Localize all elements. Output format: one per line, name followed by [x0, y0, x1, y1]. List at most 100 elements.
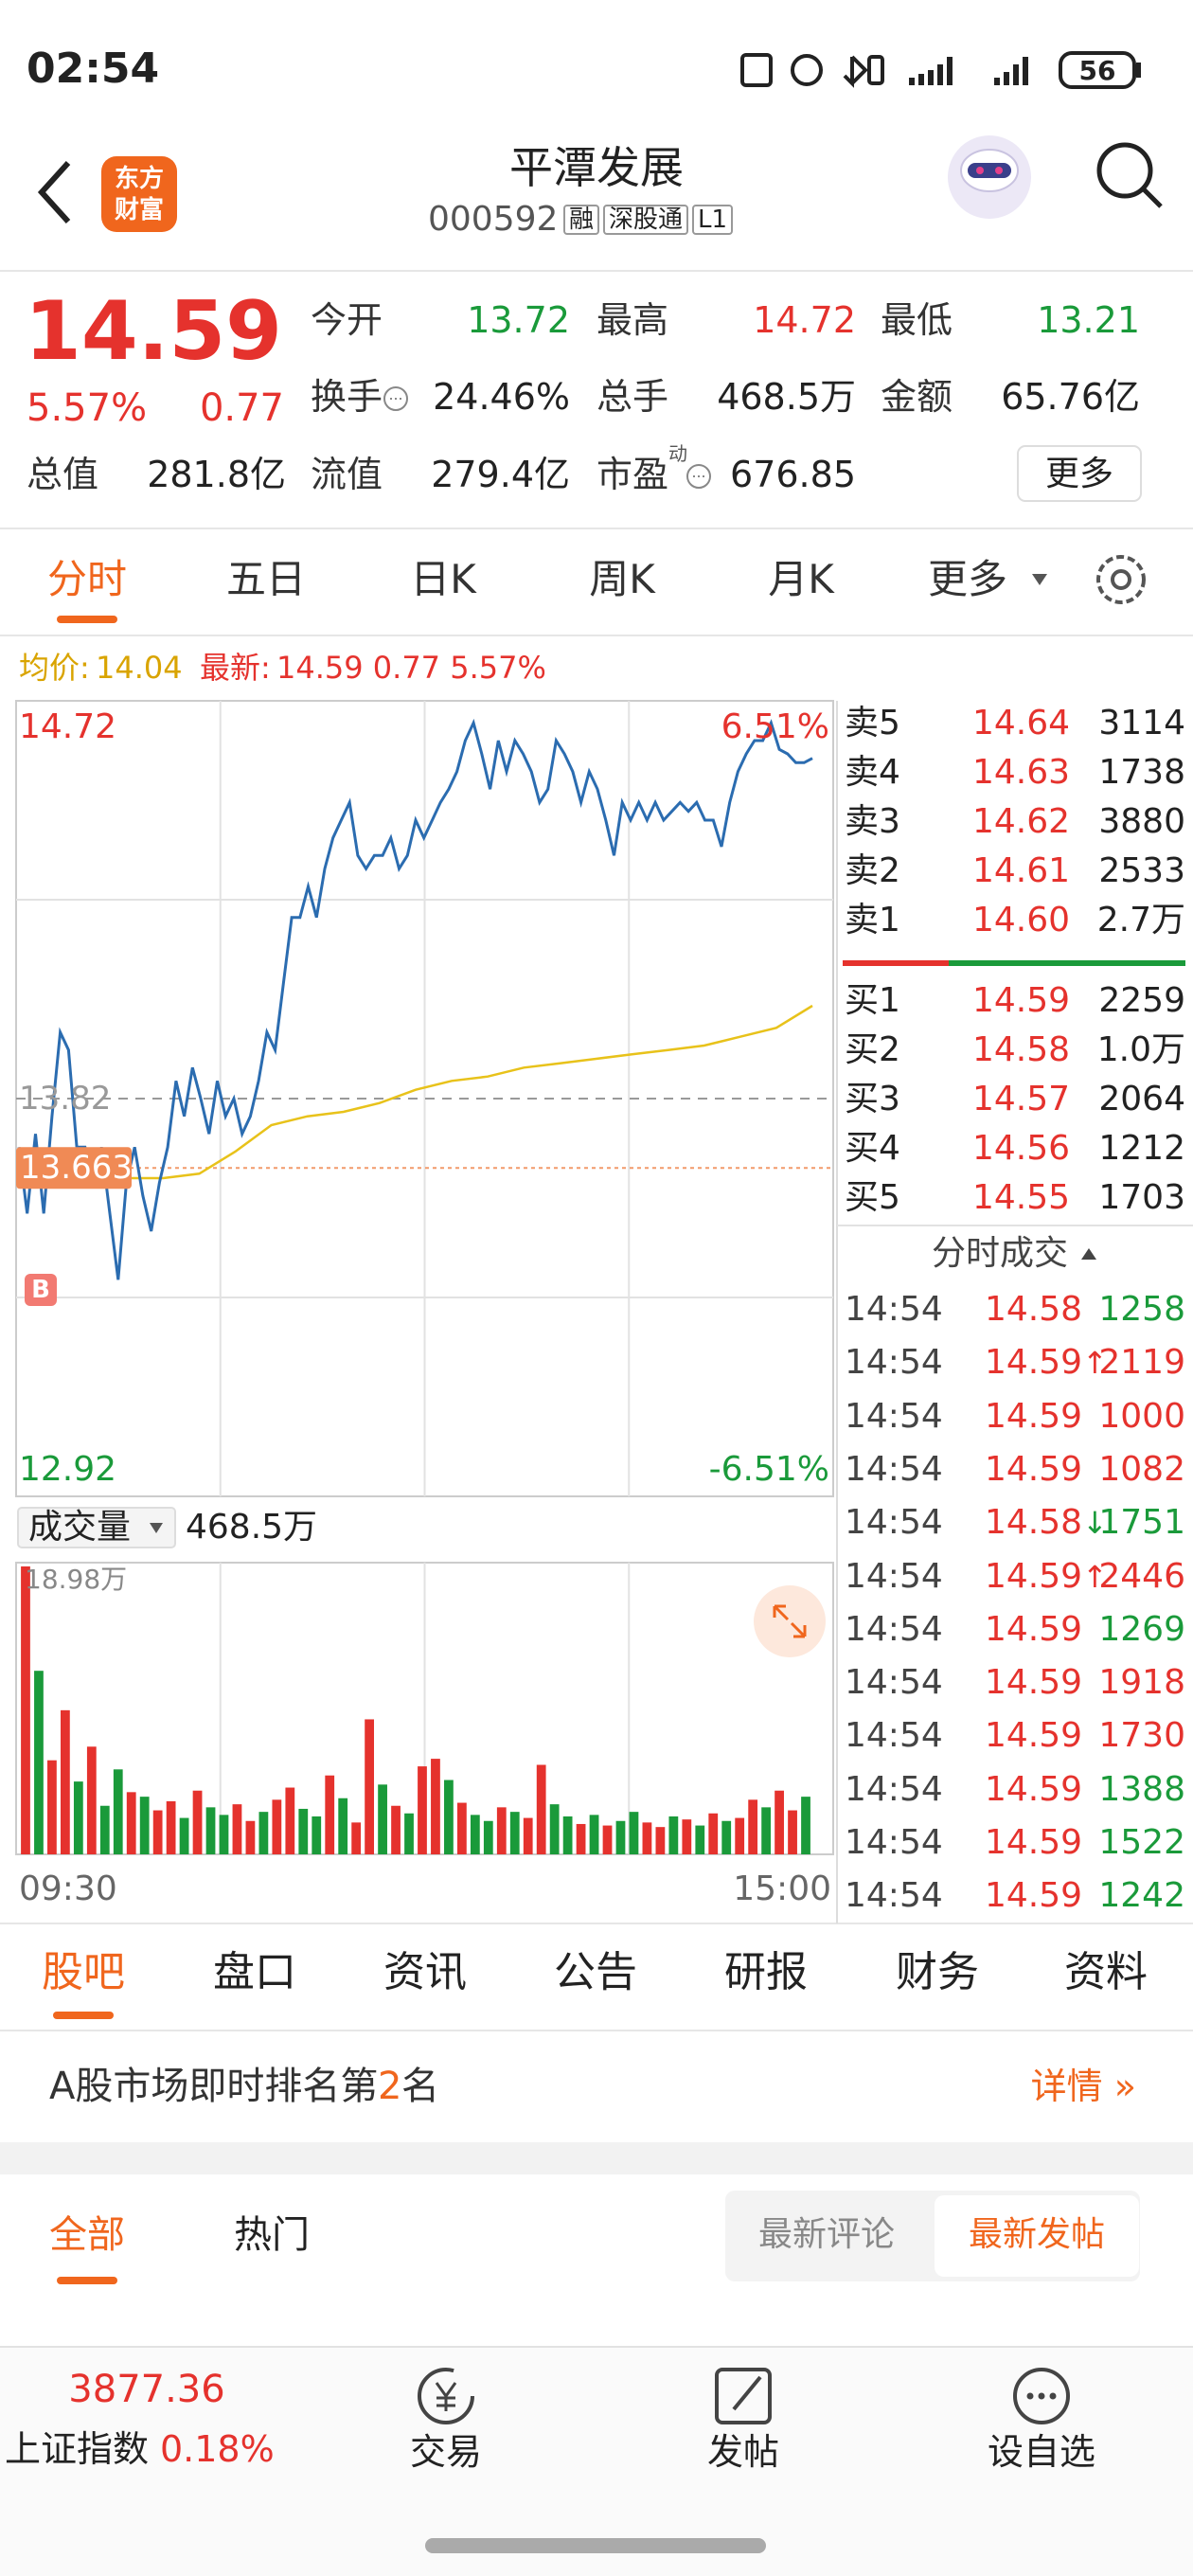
trade-time: 14:54: [845, 1609, 943, 1649]
more-button[interactable]: [1017, 445, 1142, 502]
stat-label: 总手: [596, 376, 669, 418]
book-price: 14.61: [971, 851, 1070, 890]
section-tab[interactable]: 公告: [554, 1948, 637, 1996]
chart-tab[interactable]: 日K: [410, 556, 476, 602]
chart-tab[interactable]: 分时: [46, 556, 128, 602]
volume-max-label: 18.98万: [25, 1564, 128, 1595]
trade-price: 14.59: [985, 1449, 1083, 1489]
book-volume: 2.7万: [1096, 901, 1185, 939]
volume-bar: [152, 1810, 163, 1854]
volume-bar: [272, 1799, 282, 1854]
nav-item[interactable]: 发帖: [706, 2431, 780, 2473]
search-button[interactable]: [1096, 142, 1163, 208]
robot-avatar[interactable]: [948, 135, 1031, 219]
settings-button[interactable]: [1096, 555, 1146, 604]
book-price: 14.59: [971, 981, 1070, 1020]
chart-tab[interactable]: 月K: [768, 556, 834, 602]
volume-bar: [483, 1820, 493, 1854]
volume-total: 468.5万: [186, 1508, 318, 1547]
trade-volume: 1730: [1098, 1716, 1185, 1756]
section-tab[interactable]: 资料: [1064, 1948, 1148, 1996]
sort-option[interactable]: 最新发帖: [968, 2215, 1106, 2254]
volume-bar: [365, 1719, 375, 1854]
trade-icon[interactable]: [418, 2368, 474, 2424]
volume-bar: [589, 1815, 599, 1854]
watchlist-icon-dot: [1038, 2392, 1045, 2400]
battery: [1059, 51, 1136, 89]
volume-bar: [351, 1822, 362, 1854]
book-volume: 3880: [1098, 802, 1185, 841]
battery-level: 56: [1078, 55, 1116, 86]
sort-active-bg: [935, 2195, 1139, 2277]
volume-bar: [748, 1799, 758, 1854]
trade-volume: 1258: [1098, 1290, 1185, 1329]
book-price: 14.62: [971, 802, 1070, 841]
stat-label: 市盈: [596, 454, 669, 495]
expand-button[interactable]: [754, 1585, 826, 1657]
watchlist-icon[interactable]: [1013, 2368, 1070, 2424]
trade-time: 14:54: [845, 1503, 943, 1543]
rank-banner: 名: [401, 2065, 439, 2108]
trade-time: 14:54: [845, 1823, 943, 1862]
avg-price: 均价:: [19, 650, 90, 686]
volume-bar: [86, 1746, 97, 1854]
trade-time: 14:54: [845, 1396, 943, 1436]
index-name[interactable]: 上证指数: [5, 2428, 150, 2470]
book-volume: 3114: [1098, 704, 1185, 742]
feed-tab[interactable]: 全部: [49, 2213, 125, 2257]
section-tab[interactable]: 资讯: [383, 1948, 467, 1996]
stock-name: 平潭发展: [509, 142, 684, 193]
stat-value: 65.76亿: [1001, 376, 1140, 418]
buy-marker: B: [31, 1276, 50, 1304]
feed-tab[interactable]: 热门: [234, 2213, 310, 2257]
chart-tab[interactable]: 周K: [589, 556, 655, 602]
dropdown-arrow: [150, 1523, 163, 1533]
info-icon[interactable]: [383, 386, 408, 411]
trade-volume: 1082: [1098, 1449, 1185, 1489]
post-icon[interactable]: [715, 2368, 772, 2424]
stat-label: 金额: [881, 376, 953, 418]
book-label: 买4: [845, 1129, 900, 1168]
section-tab[interactable]: 财务: [896, 1948, 979, 1996]
nav-item[interactable]: 交易: [409, 2431, 483, 2473]
pct-min-label: -6.51%: [708, 1450, 829, 1489]
more-button-label[interactable]: 更多: [1044, 455, 1114, 493]
y-max-label: 14.72: [19, 707, 117, 746]
status-time: 02:54: [27, 45, 160, 93]
chart-tab[interactable]: 更多: [927, 556, 1008, 602]
volume-label[interactable]: 成交量: [28, 1508, 132, 1547]
volume-bar: [60, 1709, 70, 1854]
details-link[interactable]: 详情 »: [1030, 2066, 1136, 2107]
volume-bar: [576, 1823, 586, 1854]
volume-bar: [139, 1797, 150, 1854]
trade-price: 14.58: [985, 1290, 1083, 1329]
logo-text: 财富: [114, 196, 165, 224]
y-min-label: 12.92: [19, 1450, 117, 1489]
section-tab[interactable]: 研报: [724, 1948, 808, 1996]
info-icon[interactable]: [686, 464, 711, 489]
avg-price: 14.04: [96, 650, 183, 686]
chart-tab[interactable]: 五日: [225, 556, 307, 602]
volume-bar: [721, 1820, 732, 1854]
volume-label-box[interactable]: [17, 1507, 176, 1548]
volume-bar: [34, 1671, 44, 1854]
nav-item[interactable]: 设自选: [987, 2431, 1096, 2473]
sort-option[interactable]: 最新评论: [757, 2215, 896, 2254]
stat-value: 13.21: [1037, 299, 1140, 341]
trade-price: 14.59: [985, 1876, 1083, 1916]
trade-price: 14.59: [985, 1609, 1083, 1649]
book-separator: [843, 960, 949, 966]
trade-arrow: ↑: [1082, 1558, 1108, 1595]
volume-bar: [192, 1790, 203, 1854]
trade-volume: 1000: [1098, 1396, 1185, 1436]
trade-time: 14:54: [845, 1343, 943, 1383]
change-percent: 5.57%: [27, 386, 148, 430]
volume-bar: [312, 1816, 322, 1854]
back-button[interactable]: [37, 160, 71, 224]
book-volume: 1703: [1098, 1178, 1185, 1217]
section-tab[interactable]: 股吧: [42, 1948, 125, 1996]
volume-bar: [509, 1812, 520, 1854]
trade-time: 14:54: [845, 1769, 943, 1809]
book-volume: 1738: [1098, 753, 1185, 792]
section-tab[interactable]: 盘口: [213, 1948, 296, 1996]
